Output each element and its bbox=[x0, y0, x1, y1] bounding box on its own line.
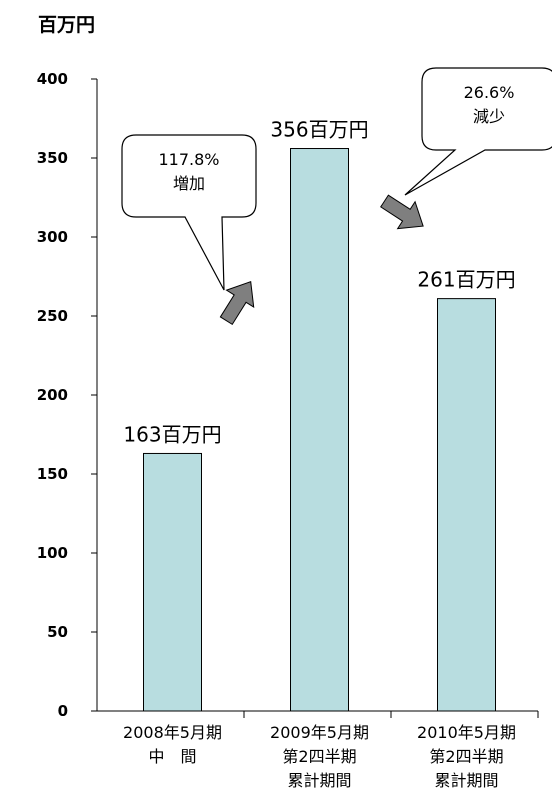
x-tick-label: 2008年5月期 bbox=[123, 723, 222, 742]
decrease-arrow-icon bbox=[380, 194, 424, 230]
bar bbox=[290, 148, 349, 712]
y-tick-label: 250 bbox=[37, 307, 68, 325]
callout-text: 増加 bbox=[173, 174, 205, 193]
y-tick-label: 50 bbox=[47, 623, 68, 641]
unit-label: 百万円 bbox=[38, 14, 96, 36]
callout-text: 26.6% bbox=[464, 83, 515, 102]
data-label: 356百万円 bbox=[270, 118, 368, 142]
bar bbox=[143, 452, 202, 712]
data-labels: 163百万円 356百万円 261百万円 bbox=[123, 118, 515, 447]
callout-text: 減少 bbox=[473, 107, 505, 126]
x-tick-label: 第2四半期 bbox=[429, 747, 503, 766]
x-tick-label: 第2四半期 bbox=[282, 747, 356, 766]
bar bbox=[437, 298, 496, 712]
bars bbox=[143, 148, 496, 712]
axes: 0 50 100 150 200 250 300 350 400 bbox=[37, 70, 539, 720]
x-tick-label: 累計期間 bbox=[434, 771, 498, 790]
y-tick-label: 100 bbox=[37, 544, 68, 562]
y-tick-label: 200 bbox=[37, 386, 68, 404]
y-tick-label: 300 bbox=[37, 228, 68, 246]
callout-bubble bbox=[121, 134, 257, 291]
x-tick-label: 2009年5月期 bbox=[270, 723, 369, 742]
y-tick-label: 0 bbox=[58, 702, 68, 720]
increase-arrow-icon bbox=[219, 280, 255, 326]
callout-text: 117.8% bbox=[158, 150, 219, 169]
y-tick-label: 150 bbox=[37, 465, 68, 483]
data-label: 261百万円 bbox=[417, 268, 515, 292]
x-tick-label: 2010年5月期 bbox=[417, 723, 516, 742]
x-tick-label: 中 間 bbox=[148, 747, 196, 766]
y-tick-label: 400 bbox=[37, 70, 68, 88]
x-tick-label: 累計期間 bbox=[287, 771, 351, 790]
y-tick-label: 350 bbox=[37, 149, 68, 167]
callouts: 117.8% 増加 26.6% 減少 bbox=[121, 67, 552, 326]
callout-bubble bbox=[404, 67, 552, 196]
data-label: 163百万円 bbox=[123, 422, 221, 446]
